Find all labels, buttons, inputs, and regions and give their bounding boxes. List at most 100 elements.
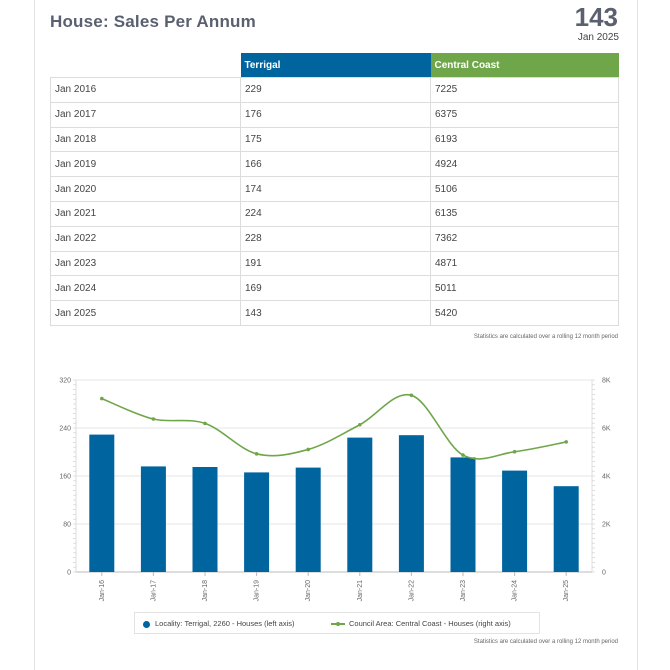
table-cell-terrigal: 175 bbox=[240, 126, 431, 153]
table-footnote: Statistics are calculated over a rolling… bbox=[473, 334, 618, 340]
x-axis-tick-label: Jan-16 bbox=[99, 580, 106, 602]
legend-line-icon bbox=[331, 621, 345, 626]
table-cell-year: Jan 2024 bbox=[50, 275, 241, 302]
table-cell-year: Jan 2018 bbox=[50, 126, 241, 153]
table-cell-year: Jan 2019 bbox=[50, 151, 241, 178]
table-cell-year: Jan 2016 bbox=[50, 77, 241, 103]
legend-item-terrigal[interactable]: Locality: Terrigal, 2260 - Houses (left … bbox=[143, 619, 295, 628]
table-cell-central-coast: 5011 bbox=[430, 275, 619, 302]
table-header-blank bbox=[50, 53, 241, 78]
point-central-coast bbox=[151, 417, 156, 421]
point-central-coast bbox=[100, 396, 104, 401]
chart-footnote: Statistics are calculated over a rolling… bbox=[473, 639, 618, 645]
legend-label-terrigal: Locality: Terrigal, 2260 - Houses (left … bbox=[155, 619, 295, 628]
x-axis-tick-label: Jan-25 bbox=[563, 580, 570, 602]
point-central-coast bbox=[564, 440, 568, 444]
table-row: Jan 2018 175 6193 bbox=[50, 126, 619, 153]
kpi-value: 143 bbox=[574, 2, 618, 32]
table-header-row: Terrigal Central Coast bbox=[50, 53, 619, 78]
left-axis-tick-label: 160 bbox=[59, 474, 71, 481]
bar-terrigal bbox=[140, 466, 166, 572]
table-cell-central-coast: 6375 bbox=[430, 101, 619, 128]
point-central-coast bbox=[358, 422, 362, 427]
bar-terrigal bbox=[502, 470, 528, 572]
table-row: Jan 2023 191 4871 bbox=[50, 250, 619, 277]
table-cell-terrigal: 228 bbox=[240, 225, 431, 252]
chart-legend: Locality: Terrigal, 2260 - Houses (left … bbox=[134, 612, 540, 634]
sales-table: Terrigal Central Coast Jan 2016 229 7225 J… bbox=[50, 53, 619, 326]
table-cell-year: Jan 2020 bbox=[50, 176, 241, 202]
left-axis-tick-label: 240 bbox=[59, 426, 71, 433]
point-central-coast bbox=[409, 393, 414, 398]
table-cell-year: Jan 2017 bbox=[50, 101, 241, 128]
bar-terrigal bbox=[244, 472, 270, 572]
point-central-coast bbox=[306, 447, 311, 452]
table-cell-terrigal: 224 bbox=[240, 200, 431, 227]
table-header-central-coast: Central Coast bbox=[430, 53, 619, 78]
table-cell-year: Jan 2022 bbox=[50, 225, 241, 252]
table-cell-central-coast: 5106 bbox=[430, 176, 619, 202]
chart-line bbox=[100, 393, 568, 460]
right-axis-tick-label: 4K bbox=[602, 474, 611, 481]
table-cell-central-coast: 6135 bbox=[430, 200, 619, 227]
point-central-coast bbox=[461, 453, 465, 457]
x-axis-tick-label: Jan-20 bbox=[305, 580, 312, 602]
table-cell-year: Jan 2021 bbox=[50, 200, 241, 227]
point-central-coast bbox=[203, 421, 207, 426]
sales-chart: 0 80 160 240 320 0 2K 4K 6K 8K Jan-16 Jan-17 Jan-18 J… bbox=[59, 378, 611, 602]
table-row: Jan 2016 229 7225 bbox=[50, 77, 619, 103]
table-cell-central-coast: 7362 bbox=[430, 225, 619, 252]
table-cell-terrigal: 229 bbox=[240, 77, 431, 103]
table-cell-terrigal: 174 bbox=[240, 176, 431, 202]
table-row: Jan 2022 228 7362 bbox=[50, 225, 619, 252]
table-row: Jan 2021 224 6135 bbox=[50, 200, 619, 227]
right-axis-tick-label: 2K bbox=[602, 522, 611, 529]
chart-bars bbox=[89, 434, 579, 572]
point-central-coast bbox=[512, 449, 517, 454]
bar-terrigal bbox=[553, 486, 579, 572]
bar-terrigal bbox=[295, 467, 321, 572]
table-cell-terrigal: 191 bbox=[240, 250, 431, 277]
table-row: Jan 2025 143 5420 bbox=[50, 300, 619, 326]
chart-axes: 0 80 160 240 320 0 2K 4K 6K 8K Jan-16 Jan-17 Jan-18 J… bbox=[59, 378, 611, 602]
table-header-terrigal: Terrigal bbox=[240, 53, 431, 78]
bar-terrigal bbox=[192, 467, 218, 572]
bar-terrigal bbox=[398, 435, 424, 572]
table-cell-year: Jan 2025 bbox=[50, 300, 241, 326]
legend-dot-icon bbox=[143, 620, 150, 628]
table-cell-terrigal: 166 bbox=[240, 151, 431, 178]
table-row: Jan 2020 174 5106 bbox=[50, 176, 619, 202]
x-axis-tick-label: Jan-18 bbox=[202, 580, 209, 602]
right-axis-tick-label: 6K bbox=[602, 426, 611, 433]
bar-terrigal bbox=[450, 457, 476, 572]
line-central-coast bbox=[101, 393, 567, 460]
table-cell-year: Jan 2023 bbox=[50, 250, 241, 277]
page-title: House: Sales Per Annum bbox=[50, 12, 256, 31]
table-row: Jan 2024 169 5011 bbox=[50, 275, 619, 302]
table-cell-central-coast: 7225 bbox=[430, 77, 619, 103]
x-axis-tick-label: Jan-17 bbox=[150, 580, 157, 602]
point-central-coast bbox=[254, 452, 259, 456]
table-cell-terrigal: 143 bbox=[240, 300, 431, 326]
table-row: Jan 2019 166 4924 bbox=[50, 151, 619, 178]
x-axis-tick-label: Jan-22 bbox=[408, 580, 415, 602]
table-cell-terrigal: 169 bbox=[240, 275, 431, 302]
x-axis-tick-label: Jan-23 bbox=[460, 580, 467, 602]
x-axis-tick-label: Jan-19 bbox=[254, 580, 261, 602]
right-axis-tick-label: 0 bbox=[602, 570, 606, 577]
table-row: Jan 2017 176 6375 bbox=[50, 101, 619, 128]
table-cell-terrigal: 176 bbox=[240, 101, 431, 128]
legend-label-central-coast: Council Area: Central Coast - Houses (ri… bbox=[349, 619, 511, 628]
left-axis-tick-label: 0 bbox=[67, 570, 71, 577]
left-axis-tick-label: 80 bbox=[63, 522, 71, 529]
bar-terrigal bbox=[347, 437, 373, 572]
left-axis-tick-label: 320 bbox=[59, 378, 71, 385]
kpi-date: Jan 2025 bbox=[577, 32, 619, 43]
bar-terrigal bbox=[89, 434, 115, 572]
right-axis-tick-label: 8K bbox=[602, 378, 611, 385]
table-cell-central-coast: 5420 bbox=[430, 300, 619, 326]
x-axis-tick-label: Jan-24 bbox=[512, 580, 519, 602]
table-cell-central-coast: 4871 bbox=[430, 250, 619, 277]
x-axis-tick-label: Jan-21 bbox=[357, 580, 364, 602]
legend-item-central-coast[interactable]: Council Area: Central Coast - Houses (ri… bbox=[331, 619, 511, 628]
